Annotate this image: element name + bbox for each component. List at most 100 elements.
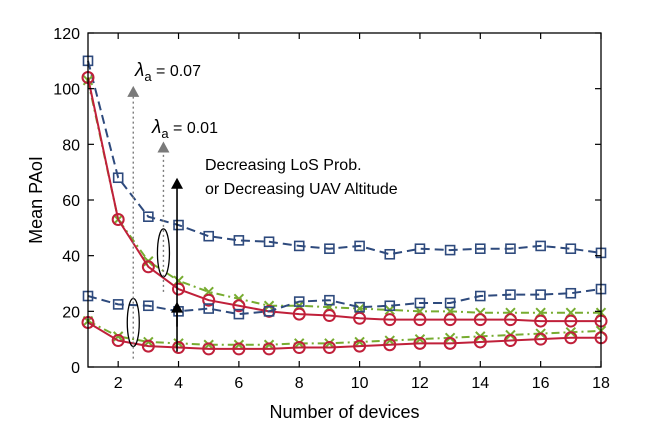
arrow-lambda-0-01-head	[157, 141, 170, 153]
axis-ticks: 2 4 6 8 10 12 14 16 18 0 20 40 60 80 100 120	[53, 26, 610, 392]
square-marker	[263, 306, 275, 317]
circle-marker	[534, 314, 548, 328]
arrow-decreasing-los-head	[171, 177, 184, 189]
x-tick-label: 4	[174, 375, 183, 392]
square-marker	[143, 211, 154, 222]
circle-marker	[503, 334, 517, 348]
circle-marker	[262, 342, 276, 356]
circle-marker	[111, 334, 125, 348]
circle-marker	[141, 339, 155, 353]
y-tick-label: 100	[53, 82, 80, 99]
cross-marker	[263, 339, 275, 350]
x-tick-label: 8	[295, 375, 304, 392]
circle-marker	[172, 282, 186, 296]
square-marker	[112, 299, 124, 310]
square-marker	[535, 240, 546, 252]
square-marker	[354, 301, 365, 313]
circle-marker	[322, 309, 336, 323]
square-marker	[263, 236, 275, 248]
cross-marker	[233, 339, 245, 350]
y-tick-label: 120	[53, 26, 80, 43]
circle-marker	[383, 338, 397, 352]
series-layer	[81, 55, 608, 356]
square-marker	[233, 235, 245, 246]
square-marker	[565, 243, 577, 255]
circle-marker	[353, 339, 367, 353]
square-marker	[444, 244, 456, 256]
circle-marker	[202, 293, 216, 307]
cross-marker	[414, 333, 426, 345]
circle-marker	[292, 341, 306, 355]
y-tick-label: 40	[62, 249, 80, 266]
circle-marker	[413, 336, 427, 350]
circle-marker	[443, 336, 457, 350]
square-marker	[354, 240, 365, 252]
cross-marker	[354, 336, 365, 348]
square-marker	[384, 300, 396, 312]
ellipse-group-high	[156, 228, 171, 278]
y-tick-label: 60	[62, 193, 80, 210]
square-marker	[293, 240, 305, 252]
y-tick-label: 0	[71, 360, 80, 377]
x-tick-label: 12	[411, 375, 429, 392]
circle-marker	[383, 313, 397, 327]
circle-marker	[564, 314, 578, 328]
x-tick-label: 6	[234, 375, 243, 392]
series-circle-solid-0.07	[81, 71, 608, 328]
circle-marker	[232, 299, 246, 313]
square-marker	[505, 289, 516, 300]
circle-marker	[322, 341, 336, 355]
lambda-0-07-label: λa = 0.07	[134, 60, 201, 84]
circle-marker	[353, 311, 367, 325]
y-axis-title: Mean PAoI	[26, 156, 46, 244]
square-marker	[203, 230, 215, 242]
y-tick-label: 20	[62, 304, 80, 321]
circle-marker	[413, 313, 427, 327]
trend-label-line2: or Decreasing UAV Altitude	[205, 181, 398, 198]
series-circle-solid-0.01	[81, 315, 608, 356]
cross-marker	[294, 338, 305, 349]
square-marker	[324, 243, 335, 255]
series-line	[87, 80, 601, 314]
cross-marker	[203, 339, 214, 350]
circle-marker	[262, 304, 276, 318]
annotation-arrows	[127, 85, 184, 359]
circle-marker	[534, 332, 548, 346]
square-marker	[505, 243, 516, 255]
x-axis-title: Number of devices	[269, 402, 419, 422]
circle-marker	[564, 331, 578, 345]
square-marker	[324, 294, 335, 306]
circle-marker	[111, 212, 125, 226]
square-marker	[444, 297, 456, 309]
trend-label-line1: Decreasing LoS Prob.	[205, 157, 362, 174]
arrow-small-low-head	[171, 301, 184, 313]
x-tick-label: 16	[532, 375, 550, 392]
x-tick-label: 18	[592, 375, 610, 392]
square-marker	[143, 300, 154, 312]
lambda-0-01-label: λa = 0.01	[151, 117, 218, 141]
circle-marker	[292, 307, 306, 321]
cross-marker	[384, 335, 395, 346]
circle-marker	[473, 335, 487, 349]
x-tick-label: 14	[471, 375, 489, 392]
x-tick-label: 2	[114, 375, 123, 392]
cross-marker	[173, 338, 184, 349]
arrow-lambda-0-07-head	[127, 85, 140, 97]
circle-marker	[473, 313, 487, 327]
circle-marker	[202, 342, 216, 356]
square-marker	[233, 308, 245, 320]
circle-marker	[141, 260, 155, 274]
square-marker	[474, 290, 486, 302]
circle-marker	[172, 341, 186, 355]
circle-marker	[232, 342, 246, 356]
square-marker	[293, 296, 305, 307]
square-marker	[384, 248, 396, 260]
circle-marker	[443, 313, 457, 327]
square-marker	[112, 172, 124, 184]
square-marker	[173, 219, 184, 231]
square-marker	[203, 303, 215, 314]
square-marker	[565, 287, 577, 299]
square-marker	[535, 289, 546, 300]
square-marker	[474, 243, 486, 255]
circle-marker	[503, 313, 517, 327]
